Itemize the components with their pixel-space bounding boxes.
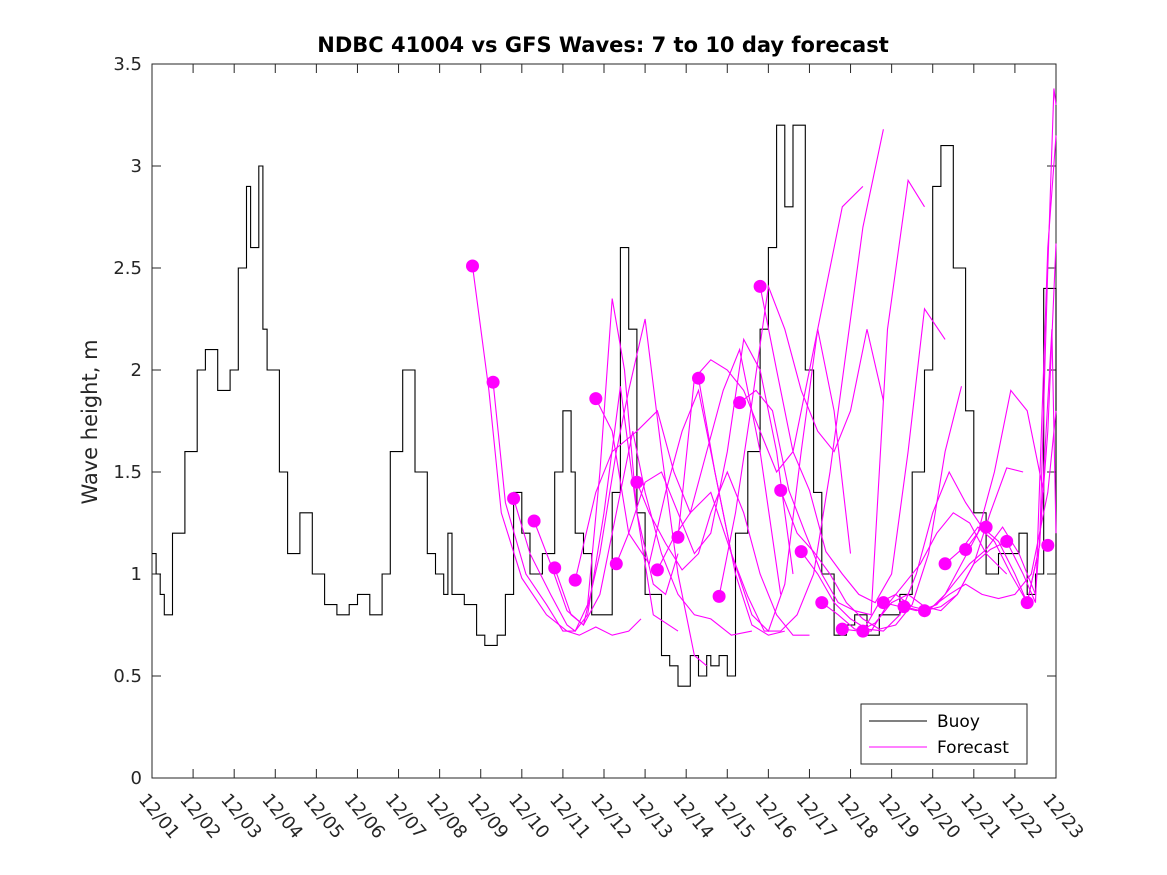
forecast-start-marker: [938, 557, 952, 571]
forecast-start-marker: [815, 596, 829, 610]
x-tick-label: 12/16: [751, 790, 800, 843]
x-tick-label: 12/08: [422, 790, 471, 843]
forecast-line-18: [821, 512, 1008, 632]
x-tick-label: 12/23: [1038, 790, 1087, 843]
forecast-line-11: [677, 186, 864, 538]
forecast-start-marker: [876, 596, 890, 610]
x-tick-label: 12/18: [833, 790, 882, 843]
y-tick-label: 2: [131, 360, 142, 381]
x-tick-label: 12/19: [874, 790, 923, 843]
forecast-start-marker: [835, 622, 849, 636]
forecast-line-8: [615, 337, 794, 575]
legend-forecast-label: Forecast: [937, 738, 1009, 758]
forecast-start-marker: [753, 279, 767, 293]
legend: Buoy Forecast: [860, 703, 1028, 765]
forecast-line-21: [883, 410, 1057, 612]
x-tick-label: 12/20: [915, 790, 964, 843]
forecast-line-12: [697, 129, 884, 632]
forecast-start-marker: [918, 604, 931, 618]
forecast-start-marker: [1041, 538, 1055, 552]
y-tick-label: 1: [131, 564, 142, 585]
x-tick-label: 12/06: [340, 790, 389, 843]
legend-buoy-label: Buoy: [937, 712, 980, 732]
legend-box: [860, 703, 1028, 765]
forecast-start-marker: [650, 563, 664, 577]
forecast-start-marker: [856, 624, 870, 638]
forecast-line-20: [862, 389, 1045, 632]
y-axis: 0 0.5 1 1.5 2 2.5 3 3.5: [113, 54, 1056, 789]
forecast-line-17: [800, 470, 987, 632]
x-tick-label: 12/12: [586, 790, 635, 843]
x-tick-label: 12/21: [956, 790, 1005, 843]
x-tick-label: 12/17: [792, 790, 841, 843]
x-tick-label: 12/15: [709, 790, 758, 843]
x-tick-label: 12/10: [504, 790, 553, 843]
forecast-line-13: [718, 284, 884, 597]
y-tick-label: 3: [131, 156, 142, 177]
forecast-start-marker: [671, 530, 685, 544]
forecast-line-3: [513, 298, 679, 632]
x-tick-label: 12/02: [175, 790, 224, 843]
x-tick-label: 12/13: [627, 790, 676, 843]
forecast-start-marker: [712, 589, 726, 603]
forecast-start-marker: [548, 561, 562, 575]
y-tick-label: 0: [131, 768, 142, 789]
forecast-start-marker: [507, 492, 521, 505]
forecast-start-marker: [794, 545, 808, 559]
y-tick-label: 3.5: [113, 54, 142, 75]
forecast-start-marker: [589, 392, 603, 406]
forecast-start-marker: [568, 573, 582, 587]
x-tick-label: 12/09: [463, 790, 512, 843]
forecast-line-5: [554, 431, 753, 636]
forecast-line-24: [944, 88, 1057, 605]
forecast-line-4: [533, 318, 708, 667]
x-tick-label: 12/05: [299, 790, 348, 843]
forecast-start-marker: [1020, 596, 1034, 610]
chart-title: NDBC 41004 vs GFS Waves: 7 to 10 day for…: [317, 33, 888, 57]
forecast-start-marker: [959, 543, 973, 556]
forecast-start-marker: [1000, 534, 1014, 548]
x-tick-label: 12/04: [257, 790, 306, 843]
forecast-start-marker: [897, 600, 911, 614]
forecast-start-marker: [527, 514, 541, 528]
forecast-series: [471, 88, 1057, 667]
forecast-start-marker: [466, 259, 479, 273]
x-tick-label: 12/11: [545, 790, 594, 843]
forecast-line-14: [739, 178, 925, 616]
forecast-line-23: [924, 135, 1057, 612]
x-tick-label: 12/03: [216, 790, 265, 843]
y-tick-label: 0.5: [113, 666, 142, 687]
y-axis-label: Wave height, m: [78, 339, 102, 504]
forecast-line-7: [595, 388, 785, 636]
x-tick-label: 12/01: [134, 790, 183, 843]
x-tick-label: 12/07: [381, 790, 430, 843]
forecast-start-marker: [609, 557, 623, 571]
forecast-start-marker: [692, 371, 705, 385]
forecast-line-15: [759, 286, 946, 604]
y-tick-label: 1.5: [113, 462, 142, 483]
forecast-line-16: [780, 386, 963, 630]
y-tick-label: 2.5: [113, 258, 142, 279]
x-tick-label: 12/22: [997, 790, 1046, 843]
forecast-start-marker: [979, 520, 993, 534]
forecast-start-marker: [630, 475, 644, 489]
x-tick-label: 12/14: [668, 790, 717, 843]
forecast-start-marker: [733, 396, 747, 410]
forecast-markers: [466, 259, 1055, 638]
forecast-start-marker: [486, 375, 500, 389]
forecast-start-marker: [774, 483, 788, 497]
